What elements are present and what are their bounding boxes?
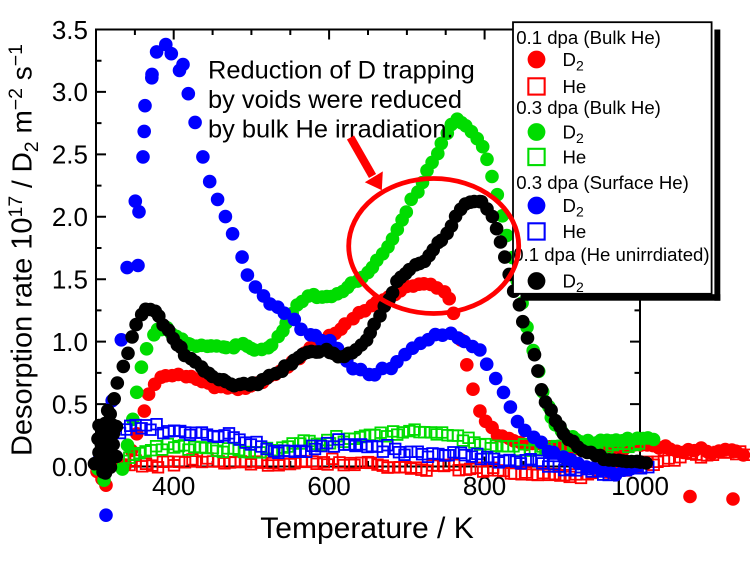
svg-text:2.0: 2.0: [52, 202, 88, 232]
svg-text:2.5: 2.5: [52, 140, 88, 170]
svg-text:Desorption rate 1017 / D2 m−2: Desorption rate 1017 / D2 m−2 s−1: [5, 44, 43, 456]
svg-text:0.0: 0.0: [52, 452, 88, 482]
svg-text:0.3 dpa (Surface He): 0.3 dpa (Surface He): [516, 172, 689, 193]
svg-text:He: He: [563, 76, 587, 97]
svg-text:1.5: 1.5: [52, 265, 88, 295]
svg-text:400: 400: [152, 471, 195, 501]
svg-text:0.1 dpa (He unirrdiated): 0.1 dpa (He unirrdiated): [513, 244, 709, 265]
svg-text:He: He: [563, 147, 587, 168]
svg-text:Temperature / K: Temperature / K: [260, 512, 473, 545]
svg-text:1.0: 1.0: [52, 327, 88, 357]
svg-text:0.5: 0.5: [52, 389, 88, 419]
svg-text:3.0: 3.0: [52, 77, 88, 107]
svg-text:by voids were reduced: by voids were reduced: [208, 86, 462, 114]
svg-text:He: He: [563, 221, 587, 242]
svg-text:by bulk He irradiation.: by bulk He irradiation.: [208, 116, 454, 144]
svg-text:600: 600: [307, 471, 350, 501]
svg-text:Reduction of D trapping: Reduction of D trapping: [208, 57, 475, 85]
svg-text:0.3 dpa (Bulk He): 0.3 dpa (Bulk He): [516, 97, 661, 118]
svg-text:3.5: 3.5: [52, 15, 88, 45]
svg-text:0.1 dpa (Bulk He): 0.1 dpa (Bulk He): [516, 27, 661, 48]
